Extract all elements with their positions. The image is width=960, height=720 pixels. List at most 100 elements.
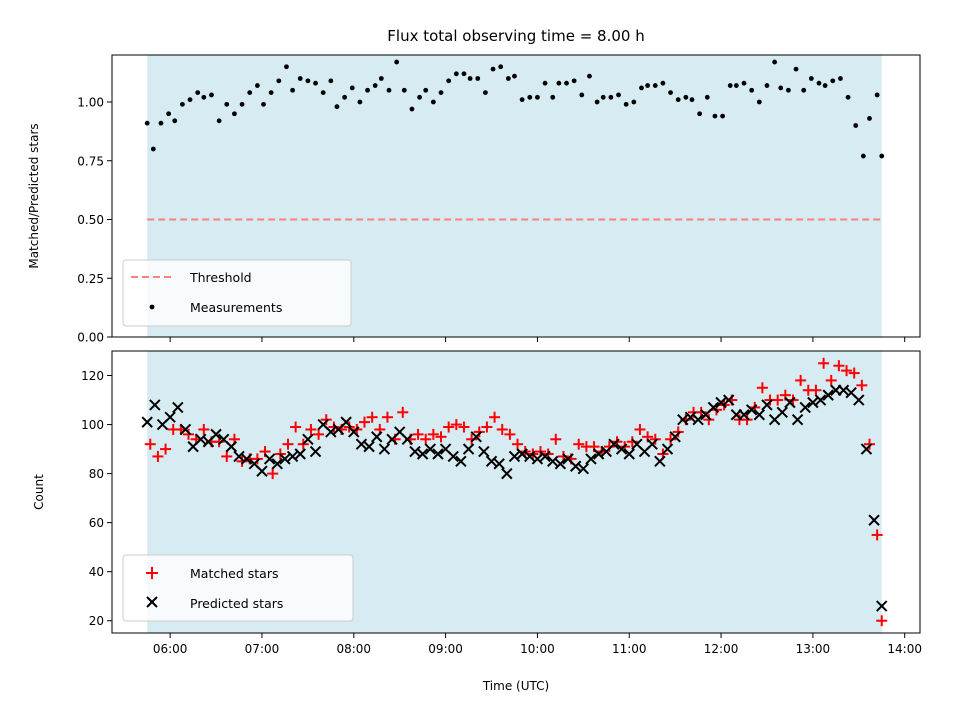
predicted-star-point [409,445,421,458]
predicted-star-point [141,416,153,428]
predicted-star-point [210,428,222,441]
measurement-point [579,92,585,98]
matched-star-point [458,421,470,433]
top-y-axis-label: Matched/Predicted stars [27,123,41,268]
measurement-point [845,94,851,100]
predicted-star-point [868,514,880,526]
top-y-tick-label: 0.00 [77,331,104,345]
predicted-star-point [837,384,850,396]
predicted-star-point [524,450,536,463]
matched-star-point [833,360,845,372]
measurement-point [144,120,150,126]
measurement-point [683,94,689,100]
predicted-star-point [516,448,528,460]
predicted-star-point [707,401,720,414]
matched-star-point [359,416,370,428]
predicted-star-point [784,396,796,409]
predicted-star-point [654,455,666,468]
measurement-point [808,76,814,81]
measurement-point [284,64,289,70]
measurement-point [430,99,436,105]
matched-star-point [251,453,263,465]
measurement-point [328,78,334,84]
predicted-star-point [592,448,605,460]
bottom-legend: Matched stars Predicted stars [122,554,354,622]
matched-star-point [496,423,508,435]
measurement-point [550,94,556,100]
predicted-star-point [738,409,750,421]
measurement-point [254,83,260,88]
measurement-point [822,83,828,88]
measurement-point [712,113,718,119]
top-x-axis [169,337,906,342]
bottom-x-axis: 06:00 07:00 08:00 09:00 10:00 11:00 12:00 13:00… [153,633,922,656]
measurement-point [401,87,407,93]
predicted-star-point [256,465,268,477]
measurement-point [675,97,681,103]
measurement-point [668,90,673,95]
legend-matched-swatch [146,567,158,579]
measurement-point [764,83,770,88]
predicted-star-point [279,453,291,465]
measurement-point [608,94,614,100]
bottom-y-tick-label: 100 [81,418,104,432]
predicted-star-point [661,443,674,455]
x-tick-label: 08:00 [336,642,371,656]
measurement-point [741,80,747,86]
predicted-stars-points [141,384,888,612]
measurement-point [600,94,606,100]
measurement-point [749,87,755,93]
predicted-star-point [233,450,245,463]
predicted-star-point [761,399,773,411]
measurement-point [313,80,318,86]
predicted-star-point [853,394,865,406]
measurement-point [290,87,295,93]
predicted-star-point [263,453,276,465]
measurement-point [720,113,725,119]
predicted-star-point [776,406,788,419]
predicted-star-point [225,440,238,453]
predicted-star-point [669,431,681,443]
bottom-y-axis: 20 40 60 80 100 120 [81,369,112,628]
measurement-point [512,73,517,79]
measurement-point [623,101,629,107]
measurement-point [201,94,207,100]
legend-threshold-label: Threshold [189,270,252,285]
predicted-star-point [485,455,498,468]
measurement-point [224,101,230,107]
predicted-star-point [531,453,544,465]
bottom-plot-frame [111,350,921,634]
predicted-star-point [401,433,414,445]
measurement-point [461,71,467,77]
predicted-star-point [569,460,582,472]
matched-star-point [818,357,830,369]
predicted-star-point [692,413,704,426]
matched-star-point [634,423,646,435]
predicted-star-point [493,458,505,470]
predicted-star-point [432,448,444,460]
predicted-star-point [807,396,819,409]
bottom-y-tick-label: 40 [89,565,104,579]
measurement-point [830,78,836,84]
matched-star-point [443,421,455,433]
top-panel: 0.00 0.25 0.50 0.75 1.00 Matched/Predicted s… [27,54,921,345]
measurement-point [417,94,422,100]
legend-predicted-swatch [146,596,158,608]
chart-title: Flux total observing time = 8.00 h [387,27,644,45]
predicted-star-point [470,431,482,443]
matched-star-point [320,414,332,426]
measurement-point [778,85,784,91]
matched-star-point [282,438,294,450]
predicted-star-point [608,438,620,450]
measurement-point [772,59,778,65]
predicted-star-point [302,433,314,445]
matched-star-point [466,433,478,445]
measurement-point [334,104,340,110]
measurement-point [239,101,245,107]
measurement-point [505,76,511,81]
predicted-star-point [554,458,567,470]
predicted-star-point [325,426,337,438]
bottom-y-tick-label: 20 [89,614,104,628]
measurement-point [519,97,525,103]
matched-star-point [313,428,325,440]
